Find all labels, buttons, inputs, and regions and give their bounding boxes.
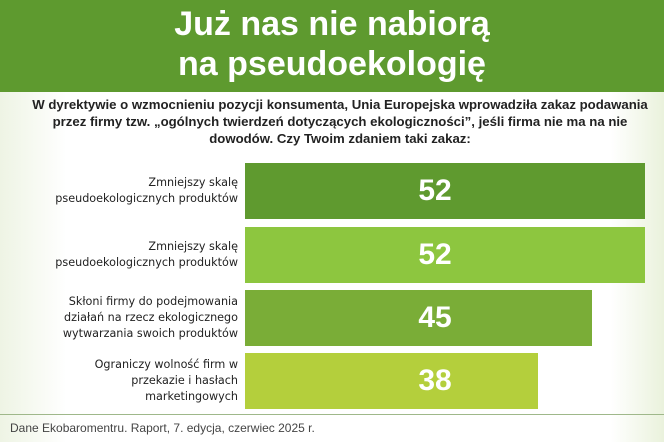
category-label: Zmniejszy skalę pseudoekologicznych prod… [55,240,238,269]
bar [245,227,646,283]
value-label: 52 [418,174,452,207]
bar [245,353,538,409]
value-label: 38 [418,364,452,397]
category-label: Zmniejszy skalę pseudoekologicznych prod… [55,176,238,205]
chart-title: na pseudoekologię [178,45,486,83]
bar [245,163,646,219]
bar [245,290,592,346]
value-label: 52 [418,238,452,271]
category-label: Skłoni firmy do podejmowania działań na … [62,295,238,340]
header-band [0,0,664,92]
category-label: Ograniczy wolność firm w przekazie i has… [94,358,238,403]
value-label: 45 [418,301,452,334]
source: Dane Ekobaromentru. Raport, 7. edycja, c… [10,421,315,435]
subtitle: W dyrektywie o wzmocnieniu pozycji konsu… [32,97,648,146]
divider [0,414,664,415]
chart-title: Już nas nie nabiorą [174,5,490,43]
